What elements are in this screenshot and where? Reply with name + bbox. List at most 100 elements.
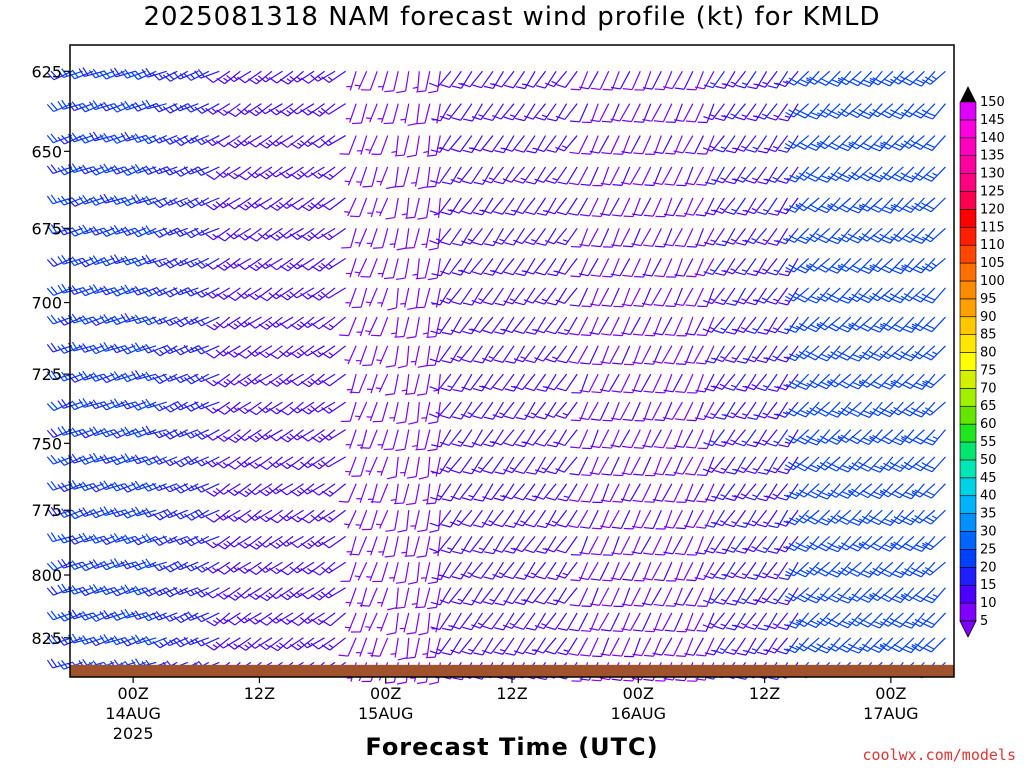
barb-flag-full [176,637,185,646]
barb-staff [705,135,715,155]
barb-flag-full [269,645,278,652]
wind-barb [422,483,431,504]
barb-staff [256,70,273,85]
barb-flag-full [258,463,268,470]
barb-staff [448,429,462,446]
barb-flag-full [141,289,150,297]
barb-flag-full [394,185,404,188]
barb-staff [732,257,746,275]
barb-flag-full [258,489,267,497]
barb-flag-full [395,448,406,452]
wind-barb [365,103,378,123]
barb-flag-half [710,239,716,243]
barb-flag-half [265,323,271,328]
barb-flag-half [477,466,484,470]
barb-staff [380,456,389,476]
barb-flag-full [82,315,90,324]
barb-staff [358,228,368,247]
barb-staff [641,637,652,656]
barb-staff [223,587,241,600]
barb-staff [223,456,241,469]
barb-staff [511,316,525,333]
barb-flag-full [57,256,64,265]
barb-flag-full [258,643,267,651]
wind-barb [205,103,231,115]
barb-staff [448,561,462,579]
barb-flag-full [92,559,100,568]
wind-barb [354,401,368,421]
barb-flag-full [736,212,746,216]
wind-barb [173,257,199,267]
barb-staff [671,70,683,89]
barb-flag-full [484,551,494,555]
barb-flag-full [78,482,86,491]
barb-flag-full [463,444,473,448]
barb-staff [438,637,452,655]
barb-flag-full [247,321,256,329]
barb-flag-full [103,342,110,351]
wind-barb [120,284,146,295]
barb-flag-full [664,333,675,336]
barb-staff [328,429,346,441]
barb-staff [643,71,652,91]
barb-staff [63,561,83,569]
barb-staff [201,429,220,440]
wind-barb [602,401,620,422]
barb-staff [651,401,662,421]
wind-barb [194,197,220,207]
barb-flag-half [286,593,292,598]
wind-barb [344,166,357,186]
wind-barb [703,103,725,121]
barb-flag-full [194,565,203,573]
barb-flag-full [440,414,450,419]
barb-flag-full [155,455,163,464]
barb-flag-full [145,225,152,234]
barb-staff [673,166,683,186]
barb-flag-full [300,77,309,84]
barb-flag-half [423,150,429,154]
barb-staff [683,401,694,421]
barb-flag-full [725,180,735,185]
wind-barb [385,345,399,368]
barb-staff [95,227,115,236]
barb-flag-full [602,579,612,582]
wind-barb [401,197,410,218]
barb-flag-full [258,142,268,149]
barb-staff [609,345,620,364]
barb-staff [533,401,547,419]
barb-staff [405,228,410,249]
barb-flag-full [247,109,257,117]
barb-flag-full [78,344,86,353]
wind-barb [407,287,420,311]
barb-flag-full [166,259,175,267]
barb-flag-half [243,542,249,547]
wind-barb [460,227,483,245]
barb-staff [424,562,431,582]
wind-barb [734,316,757,334]
barb-staff [501,536,515,553]
barb-flag-full [450,148,461,153]
wind-barb [205,456,231,468]
barb-flag-full [715,576,725,580]
barb-flag-full [134,428,142,437]
barb-flag-full [515,416,526,421]
barb-flag-half [190,318,195,324]
wind-barb [278,373,304,385]
barb-flag-full [236,108,246,116]
wind-barb [570,536,589,556]
barb-staff [357,561,368,581]
wind-barb [226,373,252,386]
barb-staff [448,103,462,120]
barb-staff [601,166,610,186]
barb-staff [672,228,683,247]
barb-staff [523,135,536,153]
barb-flag-half [169,199,174,205]
barb-flag-full [227,437,236,444]
barb-flag-full [99,537,107,545]
barb-staff [179,587,199,596]
barb-flag-full [78,225,85,235]
barb-flag-full [205,262,214,270]
barb-flag-full [258,351,267,359]
barb-staff [180,612,199,624]
barb-staff [683,561,694,581]
